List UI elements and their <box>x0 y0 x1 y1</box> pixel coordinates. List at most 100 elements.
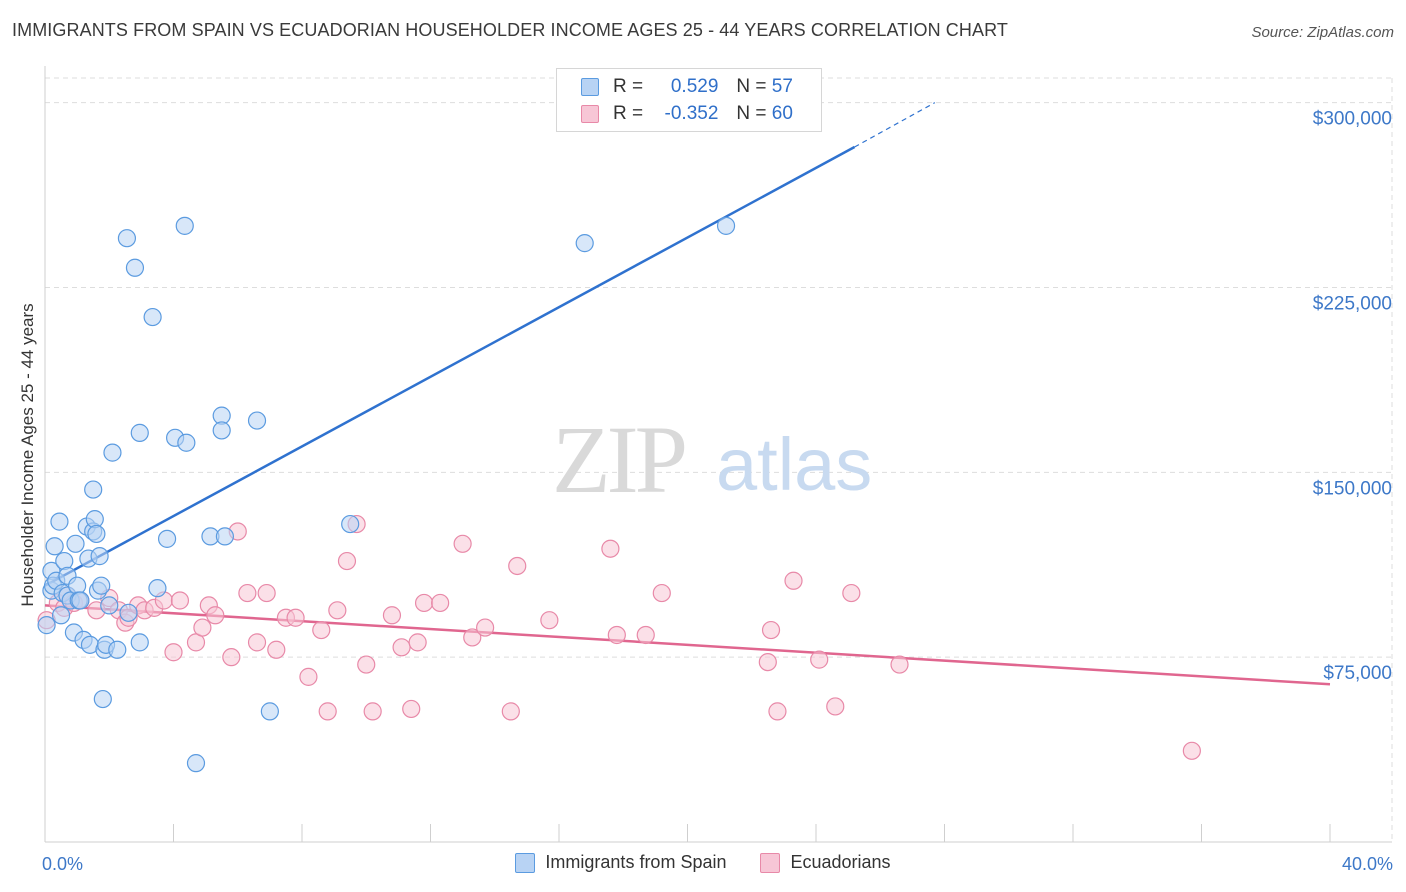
point-spain <box>90 547 109 566</box>
point-ecuadorians <box>463 628 482 647</box>
point-spain <box>177 433 196 452</box>
point-spain <box>66 534 85 553</box>
gridlines <box>45 77 1393 842</box>
point-spain <box>87 524 106 544</box>
point-ecuadorians <box>842 583 861 603</box>
point-spain <box>93 689 112 709</box>
point-spain <box>117 229 137 248</box>
series-swatch-pink <box>760 852 781 873</box>
legend-n-value: 57 <box>771 76 793 97</box>
point-spain <box>148 579 167 598</box>
point-ecuadorians <box>164 643 183 662</box>
point-ecuadorians <box>784 571 803 590</box>
point-ecuadorians <box>890 655 909 674</box>
point-ecuadorians <box>431 593 450 613</box>
x-tick-label: 40.0% <box>1342 854 1393 874</box>
point-ecuadorians <box>508 556 527 576</box>
point-spain <box>119 603 138 622</box>
point-spain <box>37 616 56 635</box>
point-ecuadorians <box>414 593 434 613</box>
watermark-zip: ZIP <box>552 406 685 513</box>
point-ecuadorians <box>337 551 357 571</box>
point-ecuadorians <box>238 583 257 603</box>
point-spain <box>100 596 119 615</box>
legend-r-label: R = <box>613 76 644 97</box>
point-spain <box>215 527 234 546</box>
point-ecuadorians <box>652 583 671 603</box>
x-tick-label: 0.0% <box>42 854 83 874</box>
trend-line-spain <box>44 145 856 587</box>
point-spain <box>130 423 149 442</box>
legend-row-spain: R = 0.529 N = 57 <box>581 75 793 99</box>
point-ecuadorians <box>636 625 655 645</box>
point-ecuadorians <box>601 539 620 558</box>
point-ecuadorians <box>758 652 777 672</box>
trend-line-spain-extension <box>854 102 936 148</box>
point-ecuadorians <box>286 608 305 627</box>
chart-title: IMMIGRANTS FROM SPAIN VS ECUADORIAN HOUS… <box>12 20 1008 40</box>
point-spain <box>103 443 122 462</box>
source-label: Source: ZipAtlas.com <box>1251 24 1394 41</box>
series-name: Ecuadorians <box>790 852 891 872</box>
point-spain <box>157 529 177 548</box>
series-swatch-blue <box>515 852 536 873</box>
point-spain <box>247 411 267 430</box>
point-ecuadorians <box>453 534 472 553</box>
point-spain <box>260 702 279 721</box>
point-spain <box>71 591 90 610</box>
series-legend: Immigrants from Spain Ecuadorians <box>0 852 1406 873</box>
point-spain <box>125 258 145 277</box>
point-ecuadorians <box>540 611 559 630</box>
point-ecuadorians <box>768 702 787 721</box>
point-ecuadorians <box>193 618 212 637</box>
y-tick-label: $300,000 <box>1313 109 1392 130</box>
legend-row-ecuadorians: R = -0.352 N = 60 <box>581 102 793 126</box>
y-tick-label: $75,000 <box>1323 663 1392 684</box>
point-spain <box>186 754 206 773</box>
point-spain <box>212 421 231 440</box>
legend-r-value: -0.352 <box>664 103 719 124</box>
trend-line-ecuadorians <box>44 604 1331 686</box>
point-ecuadorians <box>392 638 411 657</box>
point-ecuadorians <box>257 583 276 603</box>
point-spain <box>341 514 360 534</box>
legend-r-value: 0.529 <box>670 76 719 97</box>
point-ecuadorians <box>408 633 427 652</box>
series-legend-ecuadorians: Ecuadorians <box>760 852 891 873</box>
point-spain <box>50 512 69 531</box>
trend-lines <box>44 102 1331 686</box>
point-ecuadorians <box>222 648 241 667</box>
point-spain <box>143 307 162 327</box>
point-ecuadorians <box>476 618 495 637</box>
point-ecuadorians <box>312 620 331 640</box>
point-spain <box>175 216 194 235</box>
point-ecuadorians <box>402 699 421 719</box>
tick-labels: $75,000 $150,000 $225,000 $300,000 0.0% 40.0% <box>42 109 1393 874</box>
legend-n-label: N = <box>736 103 767 124</box>
watermark: ZIP atlas <box>552 406 872 513</box>
y-axis-label: Householder Income Ages 25 - 44 years <box>18 303 37 607</box>
legend-r-label: R = <box>613 103 644 124</box>
series-name: Immigrants from Spain <box>545 852 727 872</box>
legend-swatch-blue <box>581 78 599 96</box>
point-ecuadorians <box>826 697 845 716</box>
point-spain <box>575 234 594 253</box>
data-points <box>37 216 1201 773</box>
watermark-atlas: atlas <box>716 423 872 506</box>
point-spain <box>92 576 111 595</box>
point-spain <box>716 216 736 235</box>
axes <box>44 66 1392 843</box>
legend-swatch-pink <box>581 105 599 123</box>
point-spain <box>108 640 127 659</box>
legend: R = 0.529 N = 57 R = -0.352 N = 60 <box>556 68 822 132</box>
point-ecuadorians <box>247 633 267 652</box>
point-ecuadorians <box>206 606 225 625</box>
point-ecuadorians <box>1182 741 1201 760</box>
legend-n-value: 60 <box>771 103 793 124</box>
point-ecuadorians <box>501 702 520 721</box>
y-tick-label: $150,000 <box>1313 478 1392 499</box>
point-spain <box>51 606 71 625</box>
point-ecuadorians <box>357 655 376 674</box>
point-ecuadorians <box>382 606 402 625</box>
